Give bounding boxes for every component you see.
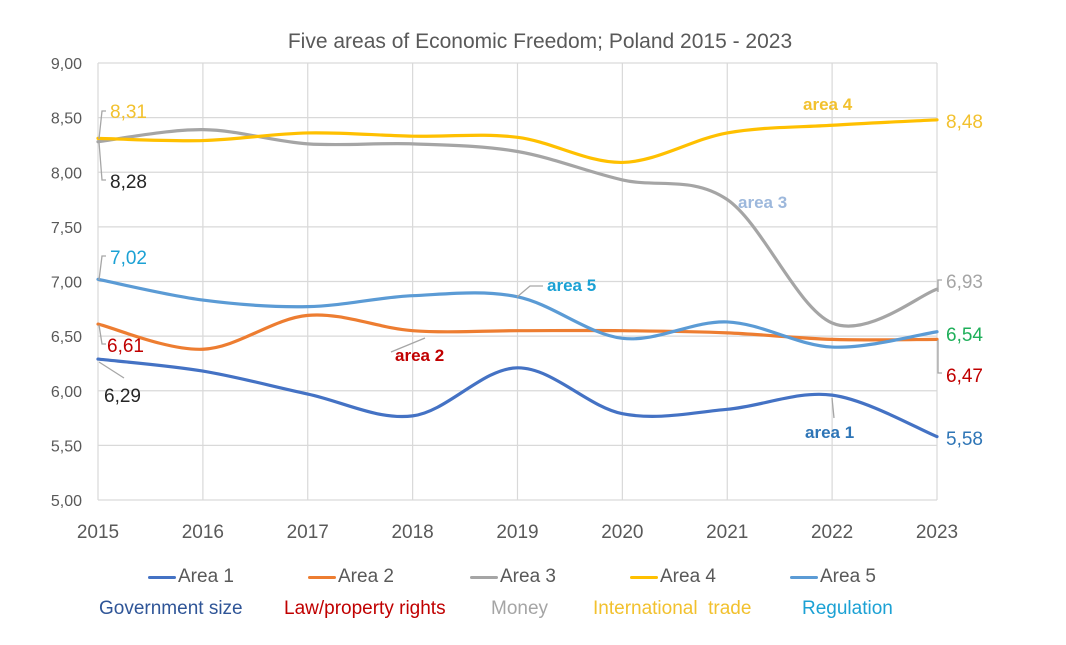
y-tick-label: 5,00 xyxy=(51,493,82,510)
series-line-area4 xyxy=(96,118,939,165)
leader-area1-start xyxy=(98,361,125,379)
x-tick-label: 2017 xyxy=(287,522,329,543)
end-label-area2: 6,47 xyxy=(946,366,983,387)
leader-area2-annotation xyxy=(390,337,426,353)
legend-item-area5: Area 5 xyxy=(790,566,876,588)
annotation-area4: area 4 xyxy=(803,95,853,114)
legend-item-area2: Area 2 xyxy=(308,566,394,588)
legend-swatch-area3 xyxy=(470,575,498,579)
legend-item-area4: Area 4 xyxy=(630,566,716,588)
series-line-area2 xyxy=(96,313,939,351)
end-label-area1: 5,58 xyxy=(946,429,983,450)
x-tick-label: 2019 xyxy=(496,522,538,543)
legend-description-area2: Law/property rights xyxy=(284,598,446,619)
x-tick-label: 2016 xyxy=(182,522,224,543)
start-label-area5: 7,02 xyxy=(110,248,147,269)
annotation-area1: area 1 xyxy=(805,423,854,442)
start-label-area3: 8,28 xyxy=(110,172,147,193)
y-tick-label: 6,00 xyxy=(51,384,82,401)
start-label-area4: 8,31 xyxy=(110,102,147,123)
leader-area2-start xyxy=(98,324,106,345)
start-label-area2: 6,61 xyxy=(107,336,144,357)
y-tick-label: 7,50 xyxy=(51,220,82,237)
y-tick-label: 9,00 xyxy=(51,56,82,73)
data-labels: 8,31 8,28 7,02 6,61 6,29 8,48 6,93 6,54 6,47 5,58 xyxy=(104,102,983,450)
leader-area1-annotation xyxy=(831,397,835,419)
gridlines xyxy=(97,62,938,501)
end-label-area3: 6,93 xyxy=(946,272,983,293)
legend-description-area3: Money xyxy=(491,598,549,619)
legend-label-area2: Area 2 xyxy=(338,566,394,587)
end-label-area4: 8,48 xyxy=(946,112,983,133)
legend-swatch-area4 xyxy=(630,575,658,579)
legend-label-area1: Area 1 xyxy=(178,566,234,587)
legend-item-area3: Area 3 xyxy=(470,566,556,588)
y-axis-ticks: 5,00 5,50 6,00 6,50 7,00 7,50 8,00 8,50 9,00 xyxy=(51,56,82,510)
y-tick-label: 6,50 xyxy=(51,329,82,346)
y-tick-label: 5,50 xyxy=(51,438,82,455)
legend-swatch-area5 xyxy=(790,575,818,579)
x-axis-ticks: 2015 2016 2017 2018 2019 2020 2021 2022 2023 xyxy=(77,522,958,543)
leader-area5-start xyxy=(98,255,106,281)
chart-title: Five areas of Economic Freedom; Poland 2… xyxy=(288,30,792,53)
y-tick-label: 8,00 xyxy=(51,165,82,182)
legend-swatch-area2 xyxy=(308,575,336,579)
legend-label-area4: Area 4 xyxy=(660,566,716,587)
x-tick-label: 2015 xyxy=(77,522,119,543)
legend-description-area1: Government size xyxy=(99,598,243,619)
legend-description-area5: Regulation xyxy=(802,598,893,619)
x-tick-label: 2018 xyxy=(391,522,433,543)
x-tick-label: 2023 xyxy=(916,522,958,543)
leader-area3-start xyxy=(98,141,106,181)
leader-area5-annotation xyxy=(516,285,543,298)
x-tick-label: 2021 xyxy=(706,522,748,543)
annotation-area5: area 5 xyxy=(547,276,596,295)
series-line-area3 xyxy=(96,128,939,328)
end-label-area5: 6,54 xyxy=(946,325,983,346)
legend-label-area5: Area 5 xyxy=(820,566,876,587)
y-tick-label: 8,50 xyxy=(51,111,82,128)
leader-area2-end xyxy=(937,340,942,374)
legend-label-area3: Area 3 xyxy=(500,566,556,587)
start-label-area1: 6,29 xyxy=(104,386,141,407)
annotation-area2: area 2 xyxy=(395,346,444,365)
annotation-area3: area 3 xyxy=(738,193,787,212)
leader-area4-start xyxy=(98,110,106,140)
legend-item-area1: Area 1 xyxy=(148,566,234,588)
x-tick-label: 2022 xyxy=(811,522,853,543)
x-tick-label: 2020 xyxy=(601,522,643,543)
legend-swatch-area1 xyxy=(148,575,176,579)
legend-description-area4: International trade xyxy=(593,598,752,619)
series-annotations: area 4 area 3 area 5 area 2 area 1 xyxy=(395,95,854,442)
series-line-area1 xyxy=(96,357,939,439)
leader-area3-end xyxy=(937,279,942,292)
y-tick-label: 7,00 xyxy=(51,275,82,292)
label-leader-lines xyxy=(98,110,942,419)
line-chart: Five areas of Economic Freedom; Poland 2… xyxy=(51,30,984,543)
